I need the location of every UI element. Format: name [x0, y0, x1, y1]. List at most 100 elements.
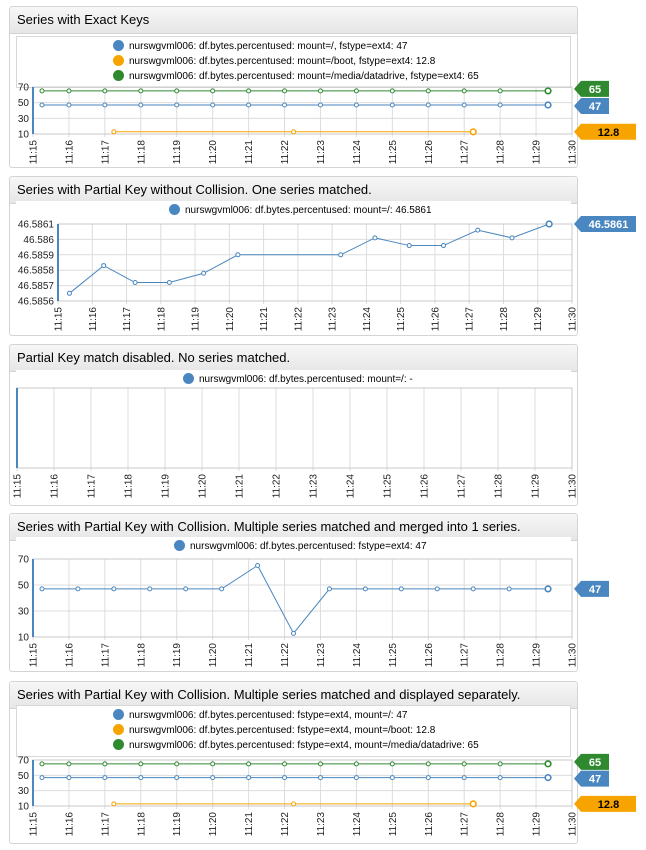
- legend-item[interactable]: nurswgvml006: df.bytes.percentused: moun…: [113, 69, 570, 84]
- legend-item[interactable]: nurswgvml006: df.bytes.percentused: fsty…: [113, 708, 570, 723]
- x-tick-label: 11:28: [496, 140, 507, 165]
- widget-title: Series with Exact Keys: [10, 7, 577, 34]
- x-tick-label: 11:21: [235, 474, 246, 499]
- legend-label: nurswgvml006: df.bytes.percentused: moun…: [129, 71, 479, 82]
- data-point: [291, 630, 297, 636]
- data-point: [75, 586, 81, 592]
- data-point: [138, 102, 144, 108]
- x-tick-label: 11:24: [352, 140, 363, 165]
- last-value-label: 65: [589, 84, 601, 96]
- widget-partial-no-collision: Series with Partial Key without Collisio…: [9, 176, 578, 336]
- data-point: [544, 585, 552, 593]
- data-point: [138, 775, 144, 781]
- last-value-badge: [574, 580, 609, 597]
- x-tick-label: 11:17: [122, 307, 133, 332]
- plot-frame: [32, 86, 573, 135]
- x-tick-label: 11:19: [191, 307, 202, 332]
- legend-label: nurswgvml006: df.bytes.percentused: moun…: [129, 41, 408, 52]
- legend-item[interactable]: nurswgvml006: df.bytes.percentused: moun…: [113, 39, 570, 54]
- data-point: [425, 775, 431, 781]
- x-tick-label: 11:28: [496, 812, 507, 837]
- x-tick-label: 11:30: [568, 307, 579, 332]
- data-point: [246, 761, 252, 767]
- x-tick-label: 11:19: [172, 140, 183, 165]
- data-point: [497, 88, 503, 94]
- x-tick-label: 11:23: [309, 474, 320, 499]
- x-tick-label: 11:28: [494, 474, 505, 499]
- x-tick-label: 11:17: [100, 643, 111, 668]
- legend-item[interactable]: nurswgvml006: df.bytes.percentused: moun…: [169, 203, 571, 218]
- data-point: [317, 761, 323, 767]
- x-tick-label: 11:30: [568, 812, 579, 837]
- data-point: [317, 102, 323, 108]
- data-point: [353, 761, 359, 767]
- data-point: [147, 586, 153, 592]
- y-tick-label: 50: [18, 98, 30, 109]
- chart-4: 10 30 50 70 11:15 11:16 11:17 11:18 11:19 11:20 11…: [18, 753, 636, 837]
- legend-marker-blue: [113, 39, 124, 51]
- x-tick-label: 11:17: [100, 140, 111, 165]
- y-tick-label: 70: [18, 83, 30, 94]
- legend-item[interactable]: nurswgvml006: df.bytes.percentused: fsty…: [174, 539, 571, 554]
- x-tick-label: 11:20: [198, 474, 209, 499]
- data-point: [389, 761, 395, 767]
- x-tick-label: 11:26: [424, 812, 435, 837]
- data-point: [102, 102, 108, 108]
- legend: nurswgvml006: df.bytes.percentused: moun…: [16, 36, 571, 88]
- data-point: [470, 586, 476, 592]
- x-tick-label: 11:20: [225, 307, 236, 332]
- data-point: [39, 88, 45, 94]
- x-tick-label: 11:25: [383, 474, 394, 499]
- plot-frame: [16, 387, 573, 469]
- legend-item[interactable]: nurswgvml006: df.bytes.percentused: moun…: [113, 54, 570, 69]
- data-point: [102, 761, 108, 767]
- data-point: [174, 761, 180, 767]
- series-line-blue: [41, 564, 549, 635]
- data-point: [544, 87, 552, 95]
- data-point: [102, 88, 108, 94]
- data-point: [469, 800, 477, 808]
- legend-marker-green: [113, 69, 124, 81]
- x-tick-label: 11:27: [460, 643, 471, 668]
- x-tick-label: 11:22: [280, 643, 291, 668]
- data-point: [219, 586, 225, 592]
- legend-item[interactable]: nurswgvml006: df.bytes.percentused: fsty…: [113, 738, 570, 753]
- legend-label: nurswgvml006: df.bytes.percentused: moun…: [129, 56, 436, 67]
- data-point: [102, 775, 108, 781]
- data-point: [509, 235, 515, 241]
- x-tick-label: 11:25: [388, 643, 399, 668]
- x-tick-label: 11:27: [460, 140, 471, 165]
- x-tick-label: 11:18: [136, 140, 147, 165]
- data-point: [66, 88, 72, 94]
- data-point: [544, 101, 552, 109]
- x-tick-label: 11:29: [531, 474, 542, 499]
- x-tick-label: 11:21: [244, 643, 255, 668]
- x-tick-label: 11:29: [532, 140, 543, 165]
- x-tick-label: 11:25: [396, 307, 407, 332]
- last-value-badge: [574, 216, 636, 232]
- legend-item[interactable]: nurswgvml006: df.bytes.percentused: fsty…: [113, 723, 570, 738]
- y-tick-label: 30: [18, 786, 30, 797]
- legend-item[interactable]: nurswgvml006: df.bytes.percentused: moun…: [183, 372, 571, 387]
- x-tick-label: 11:25: [388, 140, 399, 165]
- legend-marker-orange: [113, 723, 124, 735]
- data-point: [246, 102, 252, 108]
- x-tick-label: 11:17: [87, 474, 98, 499]
- x-tick-label: 11:22: [280, 812, 291, 837]
- data-point: [353, 88, 359, 94]
- x-tick-label: 11:20: [208, 140, 219, 165]
- x-tick-label: 11:30: [568, 140, 579, 165]
- widget-partial-collision-merged: Series with Partial Key with Collision. …: [9, 513, 578, 672]
- data-point: [282, 761, 288, 767]
- data-point: [469, 128, 477, 136]
- y-tick-label: 46.5856: [18, 297, 55, 308]
- chart-3: 10 30 50 70 11:15 11:16 11:17 11:18 11:19 11:20 11…: [18, 555, 609, 668]
- data-point: [132, 280, 138, 286]
- x-tick-label: 11:24: [346, 474, 357, 499]
- legend: nurswgvml006: df.bytes.percentused: moun…: [16, 370, 571, 390]
- legend: nurswgvml006: df.bytes.percentused: fsty…: [16, 537, 571, 557]
- data-point: [101, 263, 107, 269]
- x-tick-label: 11:28: [499, 307, 510, 332]
- last-value-badge: [574, 753, 609, 770]
- x-tick-label: 11:26: [424, 643, 435, 668]
